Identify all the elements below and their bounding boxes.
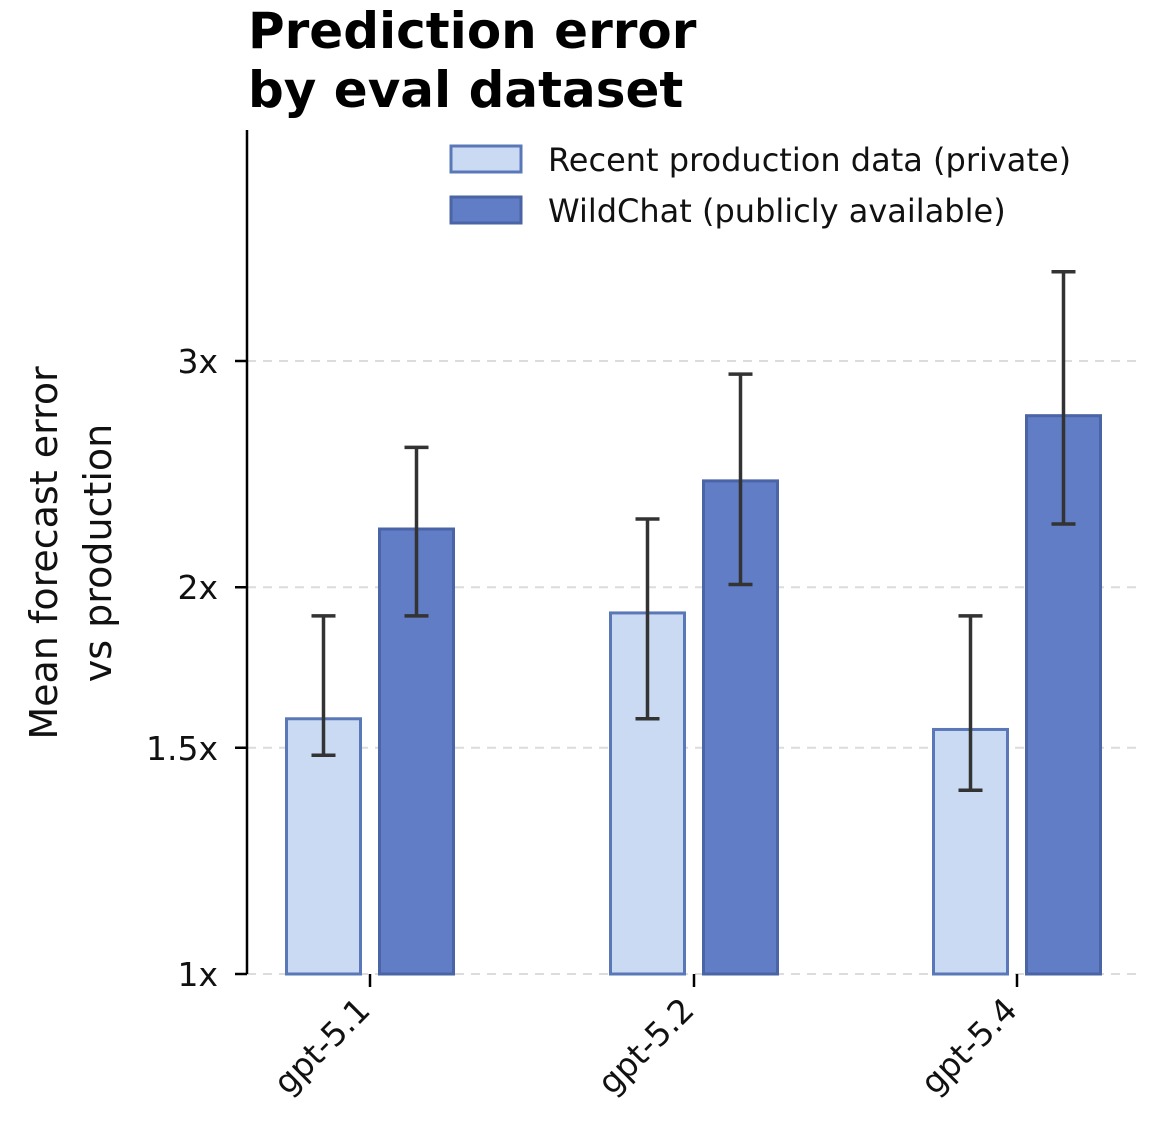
error-bar-gpt-5.1-series-0 (311, 614, 336, 757)
x-tick-label-2: gpt-5.4 (913, 990, 1025, 1102)
y-tick-label-0: 1x (177, 955, 218, 994)
error-bar-gpt-5.1-series-1 (404, 445, 429, 618)
x-tick-label-1: gpt-5.2 (590, 990, 702, 1102)
y-tick-label-2: 2x (177, 568, 218, 607)
y-tick-label-3: 3x (177, 342, 218, 381)
legend: Recent production data (private) WildChat… (449, 141, 1071, 230)
y-axis-label-line-2: vs production (76, 424, 120, 682)
error-bar-gpt-5.2-series-1 (728, 372, 753, 587)
y-axis-label-line-1: Mean forecast error (22, 366, 66, 740)
chart-title: Prediction error by eval dataset (248, 2, 714, 119)
bars (285, 414, 1102, 976)
error-bar-gpt-5.4-series-1 (1051, 270, 1076, 526)
legend-label-1: WildChat (publicly available) (548, 192, 1006, 230)
y-axis-label: Mean forecast error vs production (22, 366, 120, 740)
x-ticks: gpt-5.1 gpt-5.2 gpt-5.4 (266, 974, 1025, 1102)
bar-gpt-5.1-series-0 (285, 717, 362, 976)
legend-swatch-0 (449, 144, 523, 174)
x-tick-label-0: gpt-5.1 (266, 990, 378, 1102)
legend-label-0: Recent production data (private) (548, 141, 1071, 179)
error-bar-gpt-5.4-series-0 (958, 614, 983, 793)
chart-title-line-2: by eval dataset (248, 61, 683, 119)
error-bars (311, 270, 1076, 793)
error-bar-gpt-5.2-series-0 (635, 517, 660, 721)
legend-swatch-1 (449, 195, 523, 225)
chart-title-line-1: Prediction error (248, 2, 697, 60)
y-tick-label-1: 1.5x (146, 729, 218, 768)
y-ticks: 1x 1.5x 2x 3x (146, 342, 247, 994)
